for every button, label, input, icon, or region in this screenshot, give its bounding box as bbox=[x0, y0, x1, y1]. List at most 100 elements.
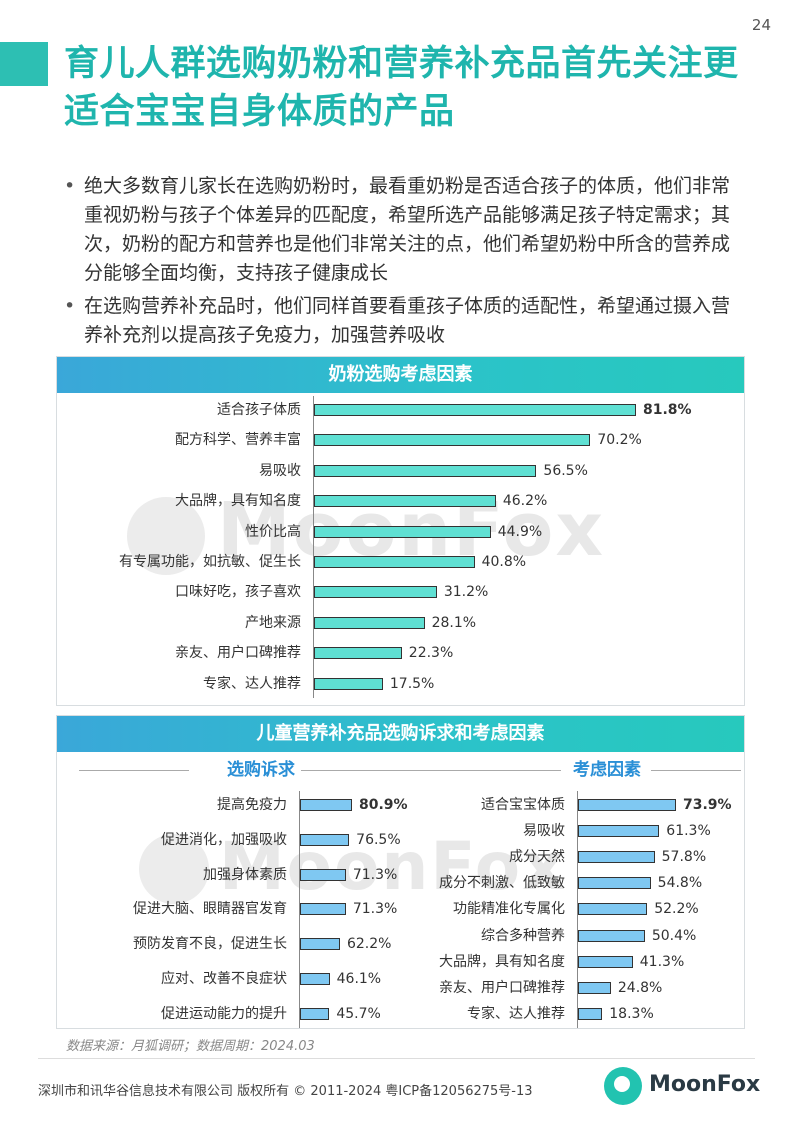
value-label: 73.9% bbox=[683, 797, 732, 813]
category-label: 促进消化，加强吸收 bbox=[161, 831, 287, 848]
category-label: 成分不刺激、低致敏 bbox=[439, 875, 565, 892]
supplement-factors-bar-chart: 适合宝宝体质 73.9% 易吸收 61.3% 成分天然 57.8% 成分不刺激、低致敏 54.… bbox=[57, 716, 744, 1028]
chart-row: 配方科学、营养丰富 70.2% bbox=[57, 430, 744, 450]
moonfox-logo-icon bbox=[604, 1067, 642, 1105]
supplement-chart-panel: 儿童营养补充品选购诉求和考虑因素 选购诉求 考虑因素 MoonFox 提高免疫力… bbox=[56, 715, 745, 1029]
bar bbox=[314, 464, 537, 477]
bar bbox=[300, 938, 340, 951]
chart-row: 专家、达人推荐 18.3% bbox=[57, 1004, 744, 1024]
chart-axis bbox=[313, 396, 314, 698]
chart-row: 成分天然 57.8% bbox=[57, 847, 744, 867]
logo-text: MoonFox bbox=[649, 1072, 761, 1097]
bar bbox=[314, 647, 402, 660]
category-label: 性价比高 bbox=[245, 523, 301, 540]
chart-row: 产地来源 28.1% bbox=[57, 613, 744, 633]
value-label: 41.3% bbox=[639, 953, 685, 970]
chart-row: 促进大脑、眼睛器官发育 71.3% bbox=[57, 899, 744, 919]
chart-row: 预防发育不良，促进生长 62.2% bbox=[57, 934, 744, 954]
bullet-item: 在选购营养补充品时，他们同样首要看重孩子体质的适配性，希望通过摄入营养补充剂以提… bbox=[58, 292, 748, 350]
bar bbox=[314, 404, 636, 416]
bar bbox=[300, 868, 346, 881]
bar bbox=[314, 556, 475, 568]
divider bbox=[429, 770, 561, 771]
value-label: 57.8% bbox=[661, 849, 707, 866]
bar bbox=[578, 877, 651, 890]
category-label: 应对、改善不良症状 bbox=[161, 971, 287, 987]
chart-axis bbox=[299, 791, 300, 1028]
category-label: 综合多种营养 bbox=[481, 927, 565, 944]
category-label: 适合孩子体质 bbox=[217, 402, 301, 418]
divider bbox=[79, 770, 189, 771]
chart-row: 应对、改善不良症状 46.1% bbox=[57, 969, 744, 989]
chart-row: 易吸收 56.5% bbox=[57, 461, 744, 481]
bar bbox=[300, 833, 350, 846]
bar bbox=[314, 434, 591, 447]
category-label: 大品牌，具有知名度 bbox=[175, 493, 301, 510]
category-label: 促进大脑、眼睛器官发育 bbox=[133, 901, 287, 918]
bar bbox=[300, 973, 330, 985]
value-label: 40.8% bbox=[481, 554, 527, 570]
footer-divider bbox=[38, 1058, 755, 1059]
value-label: 46.2% bbox=[502, 493, 548, 510]
bar bbox=[578, 825, 660, 838]
chart-row: 综合多种营养 50.4% bbox=[57, 926, 744, 946]
bar bbox=[314, 677, 383, 690]
watermark: MoonFox bbox=[219, 828, 567, 905]
chart-row: 提高免疫力 80.9% bbox=[57, 795, 744, 815]
chart-row: 亲友、用户口碑推荐 24.8% bbox=[57, 978, 744, 998]
value-label: 18.3% bbox=[609, 1005, 654, 1022]
chart-row: 性价比高 44.9% bbox=[57, 522, 744, 542]
bullet-list: 绝大多数育儿家长在选购奶粉时，最看重奶粉是否适合孩子的体质，他们非常重视奶粉与孩… bbox=[58, 172, 748, 354]
value-label: 61.3% bbox=[666, 823, 711, 840]
chart-row: 亲友、用户口碑推荐 22.3% bbox=[57, 643, 744, 663]
category-label: 预防发育不良，促进生长 bbox=[133, 936, 287, 953]
divider bbox=[301, 770, 461, 771]
chart-axis bbox=[577, 791, 578, 1028]
category-label: 专家、达人推荐 bbox=[467, 1005, 565, 1022]
value-label: 50.4% bbox=[651, 927, 697, 944]
value-label: 17.5% bbox=[389, 675, 435, 692]
value-label: 54.8% bbox=[657, 875, 703, 892]
bar bbox=[300, 799, 352, 811]
demands-subheader: 选购诉求 bbox=[79, 756, 461, 786]
chart-row: 有专属功能，如抗敏、促生长 40.8% bbox=[57, 552, 744, 572]
milk-powder-chart-title: 奶粉选购考虑因素 bbox=[57, 357, 744, 393]
value-label: 76.5% bbox=[356, 831, 401, 848]
value-label: 24.8% bbox=[617, 979, 663, 996]
category-label: 专家、达人推荐 bbox=[203, 675, 301, 692]
category-label: 成分天然 bbox=[509, 849, 565, 866]
bar bbox=[578, 981, 611, 994]
category-label: 加强身体素质 bbox=[203, 866, 287, 883]
bar bbox=[300, 1007, 330, 1020]
chart-row: 功能精准化专属化 52.2% bbox=[57, 899, 744, 919]
category-label: 功能精准化专属化 bbox=[453, 901, 565, 918]
chart-row: 加强身体素质 71.3% bbox=[57, 865, 744, 885]
bar bbox=[314, 495, 496, 508]
category-label: 适合宝宝体质 bbox=[481, 797, 565, 813]
category-label: 大品牌，具有知名度 bbox=[439, 953, 565, 970]
category-label: 亲友、用户口碑推荐 bbox=[175, 645, 301, 662]
chart-row: 口味好吃，孩子喜欢 31.2% bbox=[57, 582, 744, 602]
factors-subheader: 考虑因素 bbox=[429, 756, 741, 786]
divider bbox=[651, 770, 741, 771]
category-label: 口味好吃，孩子喜欢 bbox=[175, 584, 301, 601]
demands-subtitle: 选购诉求 bbox=[227, 760, 295, 780]
category-label: 提高免疫力 bbox=[217, 797, 287, 813]
bar bbox=[578, 929, 645, 942]
chart-row: 专家、达人推荐 17.5% bbox=[57, 674, 744, 694]
watermark-logo-icon bbox=[139, 834, 209, 904]
value-label: 31.2% bbox=[443, 584, 489, 601]
bar bbox=[578, 903, 648, 916]
category-label: 亲友、用户口碑推荐 bbox=[439, 979, 565, 996]
chart-row: 适合宝宝体质 73.9% bbox=[57, 795, 744, 815]
category-label: 易吸收 bbox=[259, 462, 301, 479]
value-label: 56.5% bbox=[543, 462, 588, 479]
category-label: 产地来源 bbox=[245, 614, 301, 631]
value-label: 70.2% bbox=[597, 432, 642, 449]
value-label: 71.3% bbox=[352, 901, 398, 918]
factors-subtitle: 考虑因素 bbox=[573, 760, 641, 780]
chart-row: 成分不刺激、低致敏 54.8% bbox=[57, 873, 744, 893]
value-label: 46.1% bbox=[336, 971, 382, 987]
bar bbox=[578, 851, 655, 864]
value-label: 80.9% bbox=[359, 797, 408, 813]
